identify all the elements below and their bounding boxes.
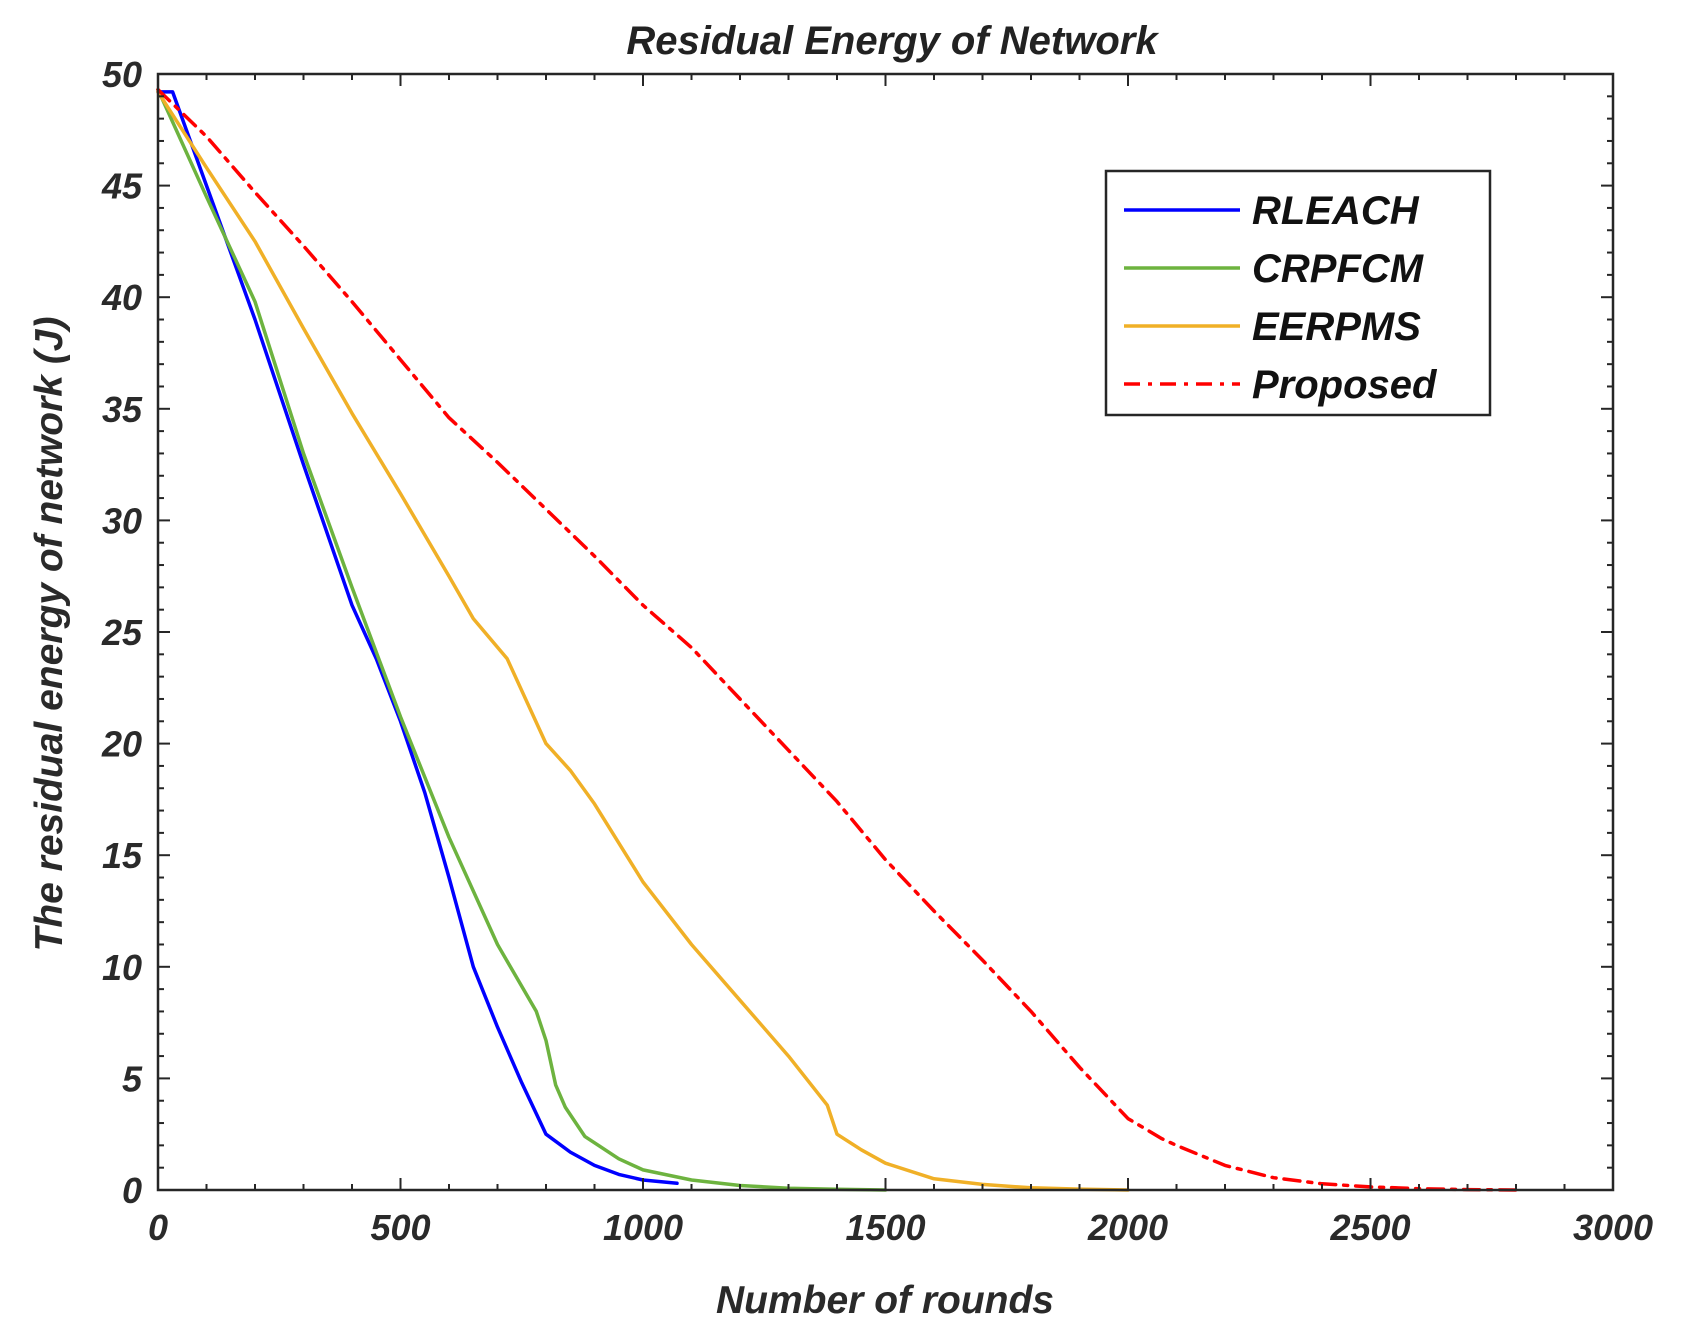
y-tick-label: 45 bbox=[101, 166, 143, 207]
legend-label-crpfcm: CRPFCM bbox=[1252, 247, 1425, 291]
chart-title: Residual Energy of Network bbox=[626, 19, 1159, 63]
x-tick-label: 1500 bbox=[845, 1207, 925, 1248]
y-tick-label: 15 bbox=[102, 835, 143, 876]
series-line-rleach bbox=[156, 90, 679, 1186]
y-tick-label: 5 bbox=[122, 1058, 143, 1099]
x-tick-label: 500 bbox=[370, 1207, 430, 1248]
legend-label-eerpms: EERPMS bbox=[1252, 305, 1421, 349]
series-line-eerpms bbox=[156, 90, 1130, 1192]
x-tick-label: 2500 bbox=[1329, 1207, 1410, 1248]
legend-label-proposed: Proposed bbox=[1252, 363, 1438, 407]
y-tick-label: 35 bbox=[102, 389, 143, 430]
x-tick-label: 0 bbox=[148, 1207, 168, 1248]
x-tick-label: 1000 bbox=[603, 1207, 683, 1248]
y-axis-label: The residual energy of network (J) bbox=[28, 317, 71, 952]
legend-label-rleach: RLEACH bbox=[1252, 189, 1420, 233]
series-line-crpfcm bbox=[156, 87, 888, 1192]
y-tick-label: 0 bbox=[122, 1170, 142, 1211]
y-tick-label: 20 bbox=[101, 724, 142, 765]
legend: RLEACH CRPFCM EERPMS Proposed bbox=[1104, 169, 1492, 417]
x-axis-label: Number of rounds bbox=[716, 1279, 1054, 1322]
ticks-layer: 0 500 1000 1500 2000 2500 3000 0 5 10 15 20 25 30 35 40… bbox=[101, 54, 1653, 1248]
y-tick-label: 30 bbox=[102, 500, 142, 541]
x-tick-label: 3000 bbox=[1573, 1207, 1653, 1248]
series-layer bbox=[156, 87, 1518, 1192]
x-tick-label: 2000 bbox=[1087, 1207, 1168, 1248]
series-line-proposed bbox=[156, 87, 1518, 1192]
y-tick-label: 25 bbox=[101, 612, 143, 653]
y-tick-label: 10 bbox=[102, 947, 142, 988]
y-tick-label: 50 bbox=[102, 54, 142, 95]
y-tick-label: 40 bbox=[101, 277, 142, 318]
